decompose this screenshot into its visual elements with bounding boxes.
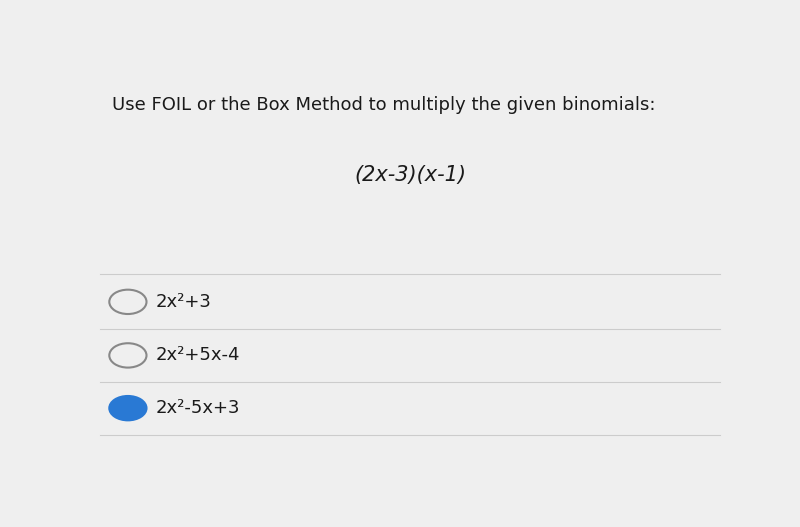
- Text: Use FOIL or the Box Method to multiply the given binomials:: Use FOIL or the Box Method to multiply t…: [112, 96, 656, 114]
- Circle shape: [110, 396, 146, 421]
- Text: (2x-3)(x-1): (2x-3)(x-1): [354, 164, 466, 184]
- Text: 2x²+3: 2x²+3: [156, 293, 212, 311]
- Text: 2x²-5x+3: 2x²-5x+3: [156, 399, 240, 417]
- Text: 2x²+5x-4: 2x²+5x-4: [156, 346, 240, 364]
